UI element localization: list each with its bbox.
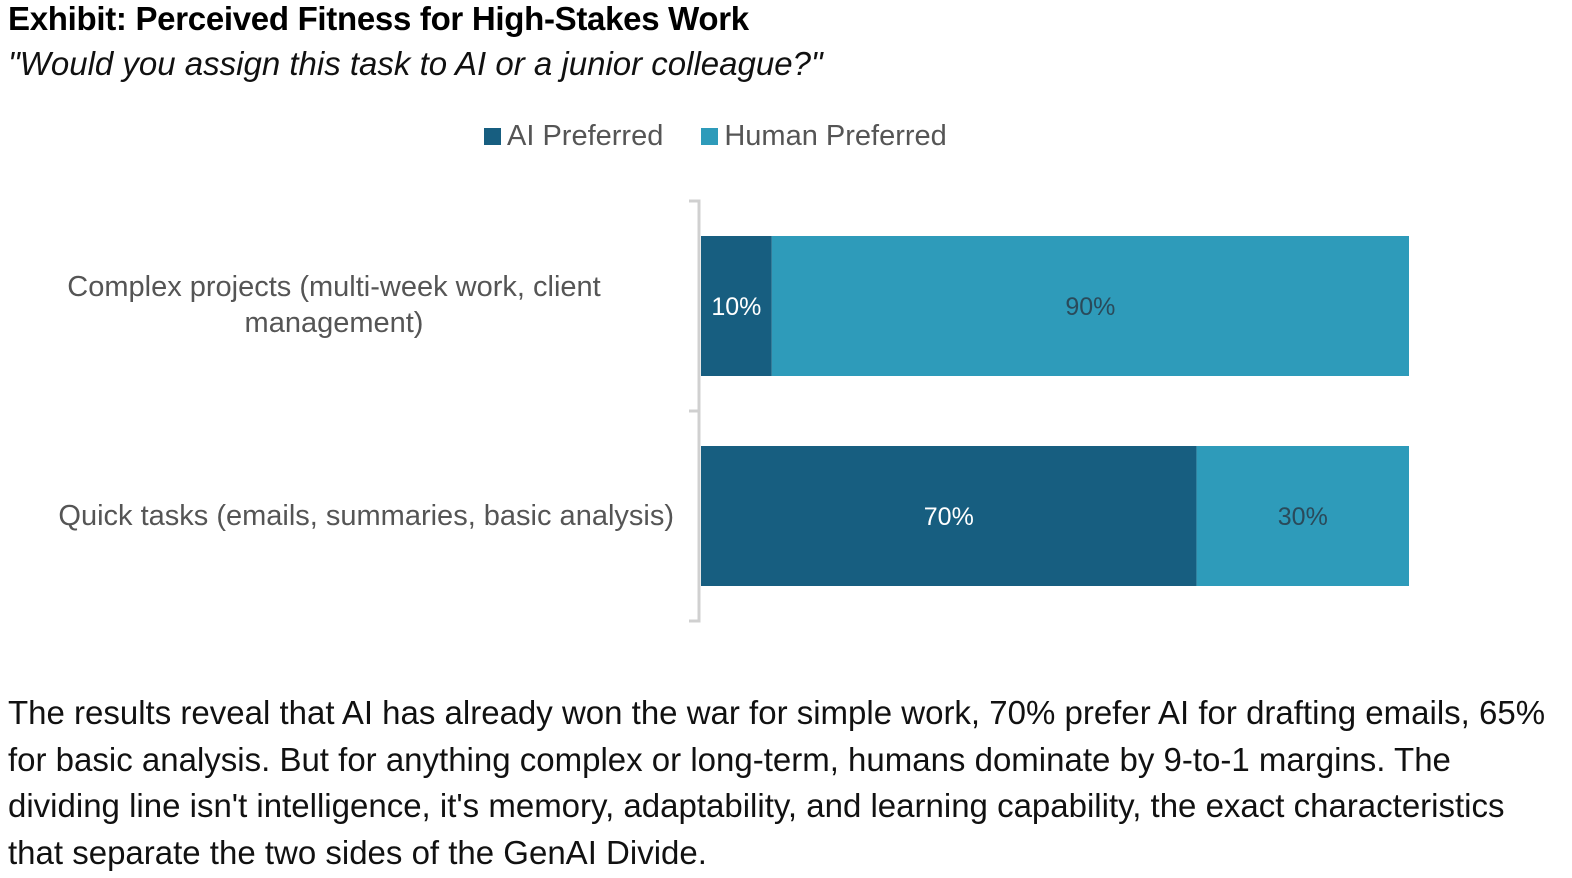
data-label-ai-1: 70% xyxy=(924,503,974,531)
data-label-ai-0: 10% xyxy=(711,293,761,321)
chart-title: Exhibit: Perceived Fitness for High-Stak… xyxy=(8,0,749,37)
legend: AI Preferred Human Preferred xyxy=(484,116,947,156)
bar-human-0 xyxy=(771,236,1409,376)
bar-ai-1 xyxy=(701,446,1197,586)
bar-human-1 xyxy=(1196,446,1409,586)
legend-item-human: Human Preferred xyxy=(701,119,947,153)
category-axis xyxy=(689,199,701,623)
legend-label-ai: AI Preferred xyxy=(507,119,664,152)
category-label-quick: Quick tasks (emails, summaries, basic an… xyxy=(58,500,674,532)
legend-item-ai: AI Preferred xyxy=(484,120,663,153)
legend-swatch-ai xyxy=(484,127,501,145)
data-label-human-0: 90% xyxy=(1065,293,1115,321)
bar-chart: 10% 90% 70% 30% xyxy=(689,199,1409,623)
category-label-complex: Complex projects (multi-week work, clien… xyxy=(67,271,601,339)
chart-subtitle: "Would you assign this task to AI or a j… xyxy=(8,45,823,82)
legend-swatch-human xyxy=(701,127,719,145)
chart-caption: The results reveal that AI has already w… xyxy=(8,694,1546,871)
data-label-human-1: 30% xyxy=(1278,503,1328,531)
legend-label-human: Human Preferred xyxy=(724,119,947,152)
bar-ai-0 xyxy=(701,236,772,376)
